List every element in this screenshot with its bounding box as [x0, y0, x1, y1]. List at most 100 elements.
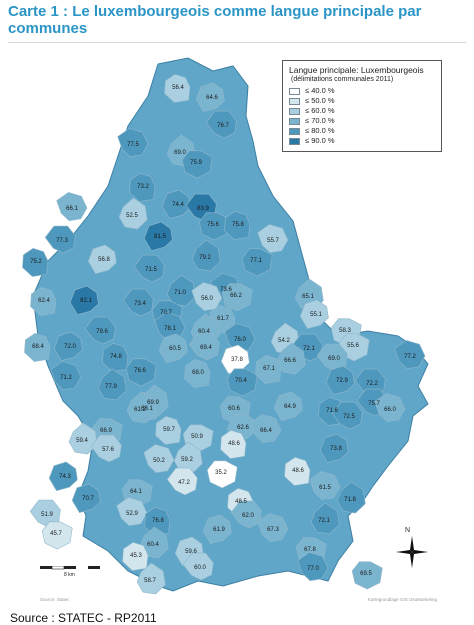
map-credit-left: Source: Statec	[40, 597, 70, 602]
commune-value-label: 60.5	[169, 346, 181, 352]
commune-region	[230, 500, 262, 529]
commune-value-label: 76.0	[234, 337, 246, 343]
commune-region	[161, 189, 191, 220]
commune-value-label: 62.4	[38, 298, 50, 304]
commune-value-label: 60.4	[147, 542, 159, 548]
commune-region	[394, 340, 426, 370]
map-canvas: 56.4 64.6 76.7 77.5 69.0 75.9 73.2 74.4 83.9 66.1…	[22, 57, 429, 595]
commune-region	[181, 150, 213, 179]
commune-region	[87, 244, 117, 275]
legend-row: ≤ 50.0 %	[289, 96, 335, 105]
commune-value-label: 64.9	[284, 404, 296, 410]
commune-value-label: 55.7	[267, 238, 279, 244]
commune-value-label: 62.0	[242, 513, 254, 519]
commune-region	[158, 333, 188, 364]
commune-region	[164, 73, 191, 103]
commune-region	[182, 552, 214, 581]
legend-subtitle: (délimitations communales 2011)	[291, 76, 394, 83]
commune-region	[144, 506, 171, 536]
commune-region	[84, 316, 116, 345]
map-title: Carte 1 : Le luxembourgeois comme langue…	[8, 3, 422, 37]
commune-region	[191, 282, 223, 312]
commune-region	[118, 197, 148, 230]
commune-value-label: 69.4	[200, 345, 212, 351]
commune-region	[205, 110, 237, 139]
commune-region	[257, 224, 289, 254]
commune-value-label: 60.0	[194, 565, 206, 571]
commune-value-label: 55.6	[347, 343, 359, 349]
legend-swatch	[289, 97, 300, 105]
commune-value-label: 77.5	[127, 142, 139, 148]
commune-region	[166, 467, 198, 496]
legend-row: ≤ 60.0 %	[289, 106, 335, 115]
commune-region	[68, 422, 98, 455]
legend-title: Langue principale: Luxembourgeois	[289, 65, 424, 75]
title-divider	[8, 42, 466, 43]
commune-value-label: 64.1	[130, 489, 142, 495]
commune-region	[351, 561, 383, 590]
commune-value-label: 72.2	[366, 381, 378, 387]
commune-value-label: 57.6	[102, 447, 114, 453]
commune-value-label: 77.1	[250, 258, 262, 264]
commune-value-label: 77.9	[105, 384, 117, 390]
commune-value-label: 61.5	[319, 485, 331, 491]
commune-value-label: 74.4	[172, 202, 184, 208]
commune-value-label: 60.4	[198, 329, 210, 335]
legend-label: ≤ 40.0 %	[305, 86, 335, 95]
legend-swatch	[289, 117, 300, 125]
legend-row: ≤ 70.0 %	[289, 116, 335, 125]
commune-value-label: 62.6	[237, 425, 249, 431]
commune-value-label: 48.5	[235, 499, 247, 505]
commune-region	[102, 342, 129, 372]
commune-region	[224, 210, 251, 240]
commune-region	[325, 365, 355, 396]
commune-value-label: 67.3	[267, 527, 279, 533]
commune-value-label: 55.1	[310, 312, 322, 318]
commune-region	[129, 172, 156, 202]
commune-value-label: 66.4	[260, 428, 272, 434]
legend-swatch	[289, 137, 300, 145]
commune-value-label: 72.1	[303, 346, 315, 352]
map-legend: Langue principale: Luxembourgeois (délim…	[282, 60, 442, 152]
commune-region	[310, 502, 340, 535]
legend-row: ≤ 40.0 %	[289, 86, 335, 95]
commune-region	[56, 192, 88, 222]
commune-region	[188, 332, 220, 361]
commune-region	[297, 552, 329, 582]
commune-value-label: 69.0	[328, 356, 340, 362]
compass-north-label: N	[405, 527, 411, 534]
commune-region	[122, 541, 149, 571]
legend-label: ≤ 70.0 %	[305, 116, 335, 125]
commune-value-label: 50.9	[191, 434, 203, 440]
commune-region	[221, 283, 253, 312]
commune-value-label: 45.7	[50, 531, 62, 537]
commune-value-label: 72.9	[336, 378, 348, 384]
commune-value-label: 78.1	[164, 326, 176, 332]
commune-region	[309, 471, 341, 501]
commune-value-label: 48.6	[228, 441, 240, 447]
commune-value-label: 77.0	[307, 566, 319, 572]
commune-labels: 56.4 64.6 76.7 77.5 69.0 75.9 73.2 74.4 83.9 66.1…	[30, 85, 416, 584]
commune-region	[117, 128, 149, 158]
commune-value-label: 73.8	[330, 446, 342, 452]
commune-region	[202, 514, 232, 545]
commune-value-label: 52.9	[126, 511, 138, 517]
commune-value-label: 76.8	[152, 518, 164, 524]
scale-bar: 8 km	[40, 566, 100, 578]
commune-value-label: 68.1	[141, 406, 153, 412]
commune-value-label: 48.6	[292, 468, 304, 474]
commune-value-label: 73.2	[137, 184, 149, 190]
legend-label: ≤ 90.0 %	[305, 136, 335, 145]
commune-value-label: 65.1	[302, 294, 314, 300]
commune-region	[48, 461, 78, 492]
commune-region	[273, 391, 303, 422]
commune-value-label: 59.6	[185, 549, 197, 555]
commune-region	[122, 288, 154, 317]
commune-region	[284, 456, 311, 486]
commune-value-label: 83.9	[197, 206, 209, 212]
commune-value-label: 69.9	[147, 400, 159, 406]
compass-icon	[396, 536, 428, 568]
commune-value-label: 54.2	[278, 338, 290, 344]
commune-region	[374, 393, 406, 423]
commune-value-label: 72.1	[318, 518, 330, 524]
